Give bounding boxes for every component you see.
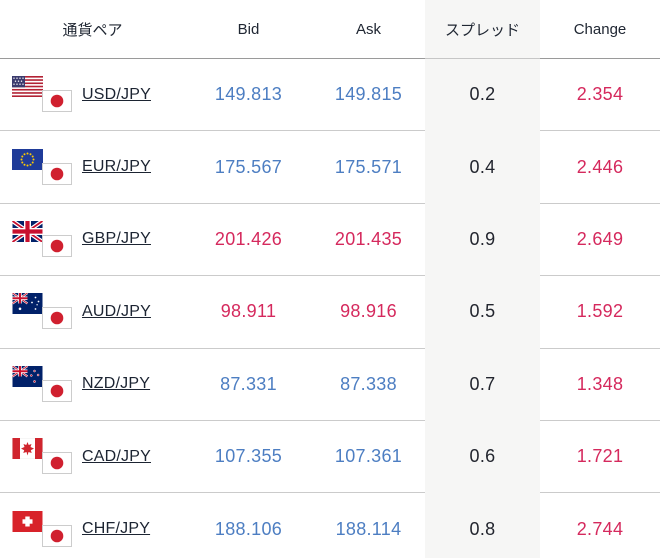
spread-value: 0.6 — [425, 420, 540, 493]
ask-value: 87.338 — [312, 348, 425, 421]
column-header-spread: スプレッド — [425, 0, 540, 59]
table-row: GBP/JPY 201.426 201.435 0.9 2.649 — [0, 203, 660, 277]
flag-jpy-icon — [42, 452, 72, 475]
flag-eur-icon — [12, 148, 43, 170]
table-row: AUD/JPY 98.911 98.916 0.5 1.592 — [0, 275, 660, 349]
flag-pair — [12, 438, 74, 475]
change-value: 1.592 — [540, 275, 660, 349]
change-value: 2.446 — [540, 130, 660, 204]
pair-link[interactable]: GBP/JPY — [82, 230, 151, 248]
bid-value: 87.331 — [185, 348, 312, 421]
spread-value: 0.5 — [425, 275, 540, 349]
flag-jpy-icon — [42, 379, 72, 402]
column-header-pair: 通貨ペア — [0, 0, 185, 59]
pair-link[interactable]: NZD/JPY — [82, 375, 151, 393]
change-value: 2.354 — [540, 58, 660, 132]
bid-value: 107.355 — [185, 420, 312, 494]
spread-value: 0.8 — [425, 492, 540, 558]
ask-value: 201.435 — [312, 203, 425, 277]
table-row: USD/JPY 149.813 149.815 0.2 2.354 — [0, 58, 660, 132]
pair-link[interactable]: AUD/JPY — [82, 302, 151, 320]
column-header-bid: Bid — [185, 0, 312, 59]
column-header-ask: Ask — [312, 0, 425, 59]
change-value: 2.649 — [540, 203, 660, 277]
ask-value: 175.571 — [312, 130, 425, 204]
flag-jpy-icon — [42, 524, 72, 547]
spread-value: 0.4 — [425, 130, 540, 204]
flag-pair — [12, 148, 74, 186]
flag-pair — [12, 365, 74, 403]
flag-pair — [12, 220, 74, 258]
bid-value: 201.426 — [185, 203, 312, 277]
spread-value: 0.9 — [425, 203, 540, 276]
bid-value: 188.106 — [185, 492, 312, 558]
spread-value: 0.2 — [425, 58, 540, 131]
pair-link[interactable]: USD/JPY — [82, 85, 151, 103]
ask-value: 188.114 — [312, 492, 425, 558]
flag-jpy-icon — [42, 234, 72, 257]
flag-jpy-icon — [42, 307, 72, 330]
change-value: 1.348 — [540, 348, 660, 421]
flag-gbp-icon — [12, 220, 43, 242]
spread-value: 0.7 — [425, 348, 540, 421]
header-row: 通貨ペア Bid Ask スプレッド Change — [0, 0, 660, 59]
flag-nzd-icon — [12, 365, 43, 387]
bid-value: 98.911 — [185, 275, 312, 349]
pair-link[interactable]: CAD/JPY — [82, 447, 151, 465]
bid-value: 175.567 — [185, 130, 312, 204]
flag-cad-icon — [12, 438, 43, 460]
column-header-change: Change — [540, 0, 660, 59]
flag-usd-icon — [12, 76, 43, 98]
ask-value: 98.916 — [312, 275, 425, 349]
flag-aud-icon — [12, 293, 43, 315]
change-value: 2.744 — [540, 492, 660, 558]
change-value: 1.721 — [540, 420, 660, 494]
bid-value: 149.813 — [185, 58, 312, 132]
table-row: NZD/JPY 87.331 87.338 0.7 1.348 — [0, 348, 660, 421]
flag-pair — [12, 510, 74, 548]
table-row: CAD/JPY 107.355 107.361 0.6 1.721 — [0, 420, 660, 494]
flag-pair — [12, 293, 74, 330]
ask-value: 149.815 — [312, 58, 425, 132]
flag-chf-icon — [12, 510, 43, 532]
table-row: CHF/JPY 188.106 188.114 0.8 2.744 — [0, 492, 660, 558]
pair-link[interactable]: EUR/JPY — [82, 158, 151, 176]
flag-jpy-icon — [42, 90, 72, 113]
flag-pair — [12, 76, 74, 113]
pair-link[interactable]: CHF/JPY — [82, 520, 151, 538]
flag-jpy-icon — [42, 162, 72, 185]
table-row: EUR/JPY 175.567 175.571 0.4 2.446 — [0, 130, 660, 204]
ask-value: 107.361 — [312, 420, 425, 494]
